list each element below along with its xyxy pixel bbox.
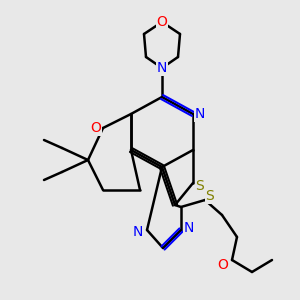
Text: O: O: [91, 121, 101, 135]
Text: O: O: [157, 15, 167, 29]
Text: N: N: [157, 61, 167, 75]
Text: S: S: [206, 189, 214, 203]
Text: S: S: [196, 179, 204, 193]
Text: N: N: [195, 107, 205, 121]
Text: N: N: [133, 225, 143, 239]
Text: N: N: [184, 221, 194, 235]
Text: O: O: [218, 258, 228, 272]
